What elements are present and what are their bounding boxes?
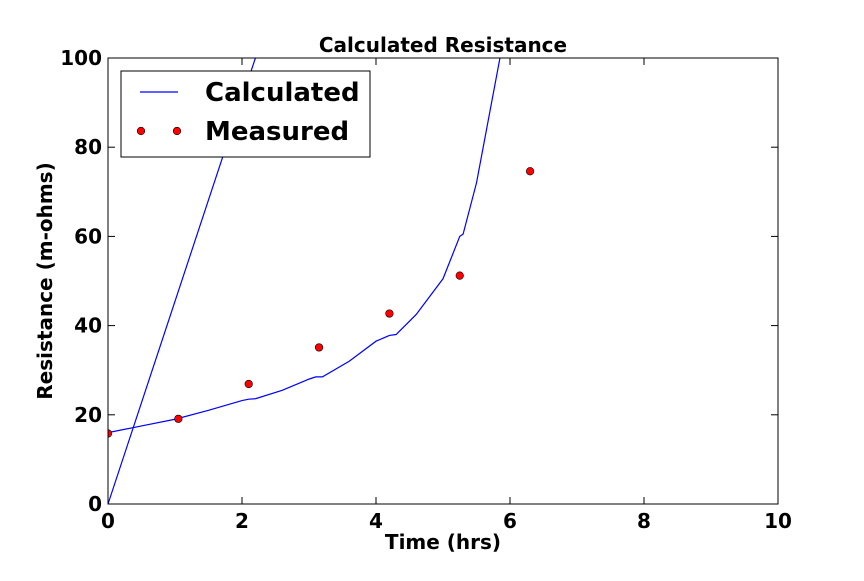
y-tick-label: 40 (74, 314, 102, 338)
measured-point (455, 271, 464, 280)
legend: Calculated Measured (120, 70, 371, 158)
legend-frame (120, 70, 371, 158)
plot-frame (107, 57, 779, 505)
x-tick-label: 6 (503, 509, 517, 533)
x-axis-label: Time (hrs) (385, 530, 501, 554)
legend-measured-label: Measured (205, 117, 349, 147)
chart-title: Calculated Resistance (319, 33, 567, 57)
y-tick-label: 80 (74, 135, 102, 159)
legend-measured-marker (136, 126, 146, 136)
x-tick-label: 0 (101, 509, 115, 533)
legend-measured-marker (172, 126, 182, 136)
measured-point (385, 309, 394, 318)
y-tick-label: 100 (60, 46, 102, 70)
measured-point (108, 429, 113, 438)
series-line-1 (108, 58, 501, 434)
measured-point (244, 379, 253, 389)
y-tick-label: 0 (88, 492, 102, 516)
measured-point (314, 343, 324, 352)
x-tick-label: 2 (235, 509, 249, 533)
legend-calculated-label: Calculated (205, 78, 360, 108)
measured-point (525, 167, 535, 176)
x-tick-label: 8 (637, 509, 651, 533)
measured-point (174, 414, 183, 423)
y-tick-label: 20 (74, 403, 102, 427)
y-tick-label: 60 (74, 224, 102, 248)
y-axis-label: Resistance (m-ohms) (33, 162, 57, 399)
x-tick-label: 10 (764, 509, 792, 533)
x-tick-label: 4 (369, 509, 383, 533)
